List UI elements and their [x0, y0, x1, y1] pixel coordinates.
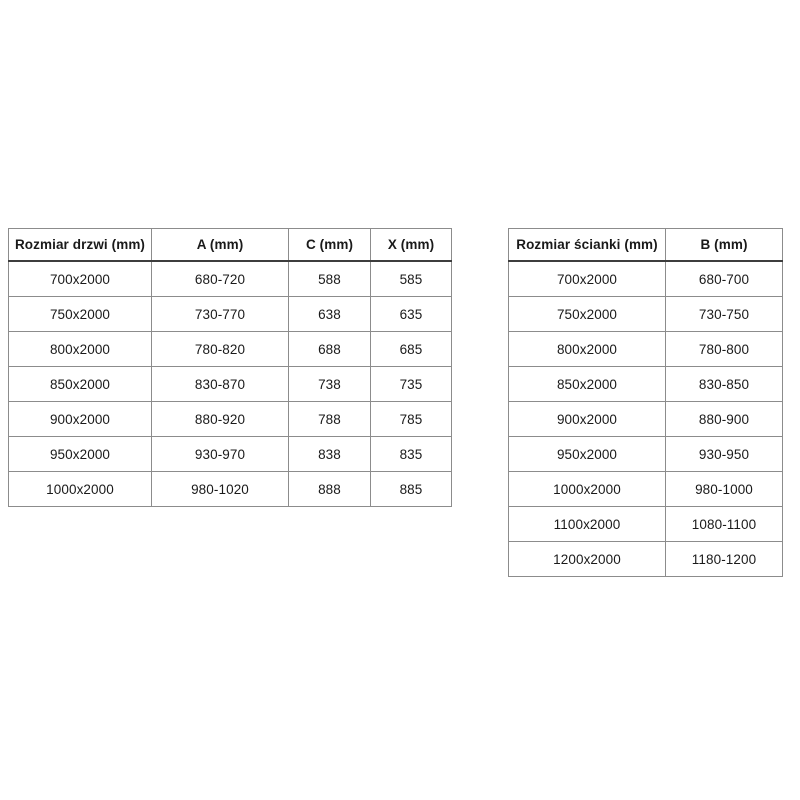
cell-c: 788 — [288, 401, 371, 437]
table-row: 750x2000 730-770 638 635 — [8, 296, 452, 332]
cell-c: 638 — [288, 296, 371, 332]
cell-door-size: 850x2000 — [8, 366, 152, 402]
cell-wall-size: 950x2000 — [508, 436, 666, 472]
table-row: 700x2000 680-700 — [508, 260, 783, 297]
table-row: 850x2000 830-850 — [508, 366, 783, 402]
cell-b: 680-700 — [665, 260, 783, 297]
cell-door-size: 950x2000 — [8, 436, 152, 472]
cell-x: 735 — [370, 366, 452, 402]
cell-wall-size: 1000x2000 — [508, 471, 666, 507]
cell-wall-size: 850x2000 — [508, 366, 666, 402]
door-dimensions-table: Rozmiar drzwi (mm) A (mm) C (mm) X (mm) … — [8, 228, 452, 507]
cell-door-size: 750x2000 — [8, 296, 152, 332]
column-header-b: B (mm) — [665, 228, 783, 262]
table-row: 1000x2000 980-1020 888 885 — [8, 471, 452, 507]
cell-x: 685 — [370, 331, 452, 367]
wall-dimensions-table: Rozmiar ścianki (mm) B (mm) 700x2000 680… — [508, 228, 783, 577]
table-row: 900x2000 880-920 788 785 — [8, 401, 452, 437]
table-row: 850x2000 830-870 738 735 — [8, 366, 452, 402]
cell-door-size: 900x2000 — [8, 401, 152, 437]
table-row: 700x2000 680-720 588 585 — [8, 260, 452, 297]
cell-a: 880-920 — [151, 401, 289, 437]
cell-a: 830-870 — [151, 366, 289, 402]
column-header-x: X (mm) — [370, 228, 452, 262]
cell-x: 585 — [370, 260, 452, 297]
table-row: 900x2000 880-900 — [508, 401, 783, 437]
cell-door-size: 700x2000 — [8, 260, 152, 297]
cell-door-size: 1000x2000 — [8, 471, 152, 507]
table-row: 1200x2000 1180-1200 — [508, 541, 783, 577]
table-row: 800x2000 780-800 — [508, 331, 783, 367]
column-header-c: C (mm) — [288, 228, 371, 262]
cell-x: 785 — [370, 401, 452, 437]
cell-c: 888 — [288, 471, 371, 507]
cell-a: 980-1020 — [151, 471, 289, 507]
table-row: 750x2000 730-750 — [508, 296, 783, 332]
cell-b: 930-950 — [665, 436, 783, 472]
cell-a: 730-770 — [151, 296, 289, 332]
table-row: 950x2000 930-950 — [508, 436, 783, 472]
table-row: 800x2000 780-820 688 685 — [8, 331, 452, 367]
cell-b: 1180-1200 — [665, 541, 783, 577]
column-header-a: A (mm) — [151, 228, 289, 262]
cell-a: 680-720 — [151, 260, 289, 297]
column-header-door-size: Rozmiar drzwi (mm) — [8, 228, 152, 262]
cell-b: 830-850 — [665, 366, 783, 402]
cell-c: 688 — [288, 331, 371, 367]
cell-wall-size: 700x2000 — [508, 260, 666, 297]
cell-wall-size: 750x2000 — [508, 296, 666, 332]
cell-wall-size: 900x2000 — [508, 401, 666, 437]
cell-x: 635 — [370, 296, 452, 332]
table-row: 1100x2000 1080-1100 — [508, 506, 783, 542]
cell-wall-size: 1100x2000 — [508, 506, 666, 542]
cell-x: 885 — [370, 471, 452, 507]
table-header-row: Rozmiar ścianki (mm) B (mm) — [508, 228, 783, 262]
cell-c: 738 — [288, 366, 371, 402]
cell-b: 980-1000 — [665, 471, 783, 507]
cell-c: 588 — [288, 260, 371, 297]
cell-door-size: 800x2000 — [8, 331, 152, 367]
cell-b: 880-900 — [665, 401, 783, 437]
cell-a: 780-820 — [151, 331, 289, 367]
table-row: 950x2000 930-970 838 835 — [8, 436, 452, 472]
cell-b: 730-750 — [665, 296, 783, 332]
cell-wall-size: 800x2000 — [508, 331, 666, 367]
table-row: 1000x2000 980-1000 — [508, 471, 783, 507]
cell-c: 838 — [288, 436, 371, 472]
cell-wall-size: 1200x2000 — [508, 541, 666, 577]
cell-x: 835 — [370, 436, 452, 472]
cell-a: 930-970 — [151, 436, 289, 472]
cell-b: 1080-1100 — [665, 506, 783, 542]
column-header-wall-size: Rozmiar ścianki (mm) — [508, 228, 666, 262]
cell-b: 780-800 — [665, 331, 783, 367]
table-header-row: Rozmiar drzwi (mm) A (mm) C (mm) X (mm) — [8, 228, 452, 262]
